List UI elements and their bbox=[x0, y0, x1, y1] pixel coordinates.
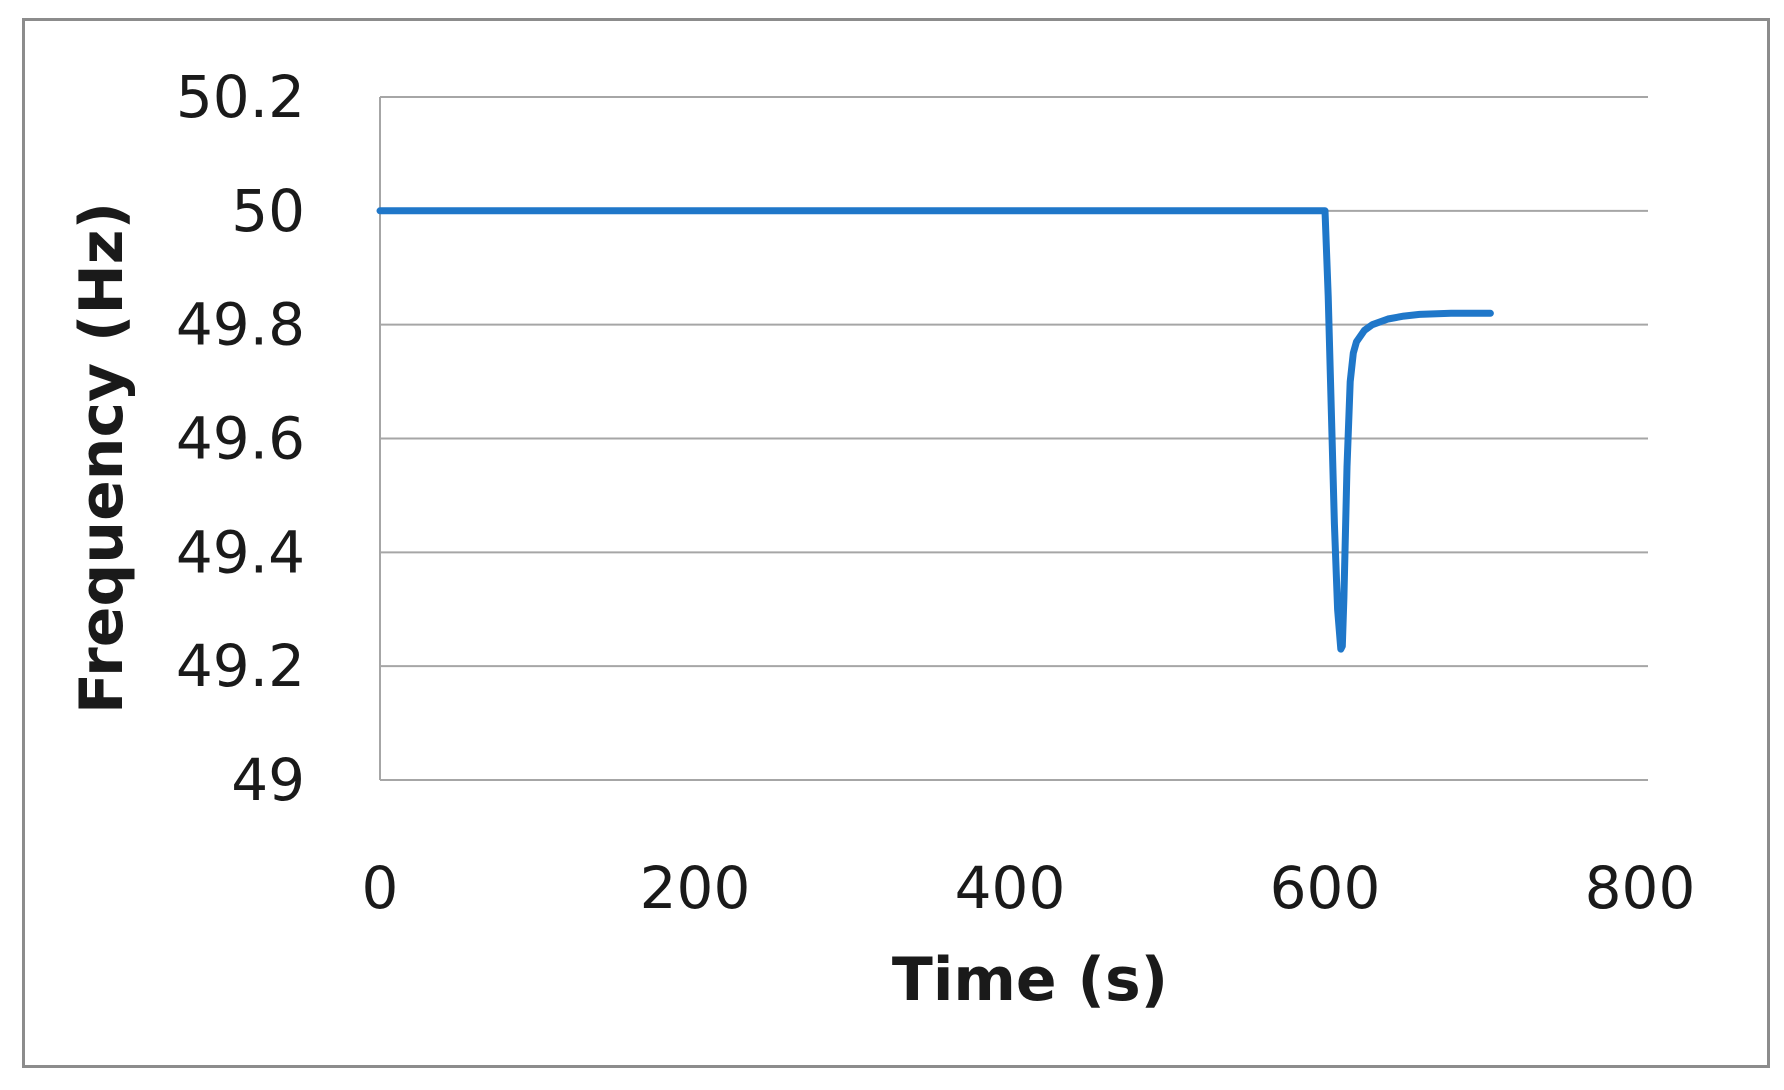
chart-frame bbox=[22, 18, 1770, 1068]
y-tick-label-3: 49.6 bbox=[176, 405, 305, 473]
x-tick-label-3: 600 bbox=[1270, 854, 1381, 922]
x-tick-label-1: 200 bbox=[640, 854, 751, 922]
series-layer bbox=[376, 207, 1494, 653]
x-tick-label-2: 400 bbox=[955, 854, 1066, 922]
series-line-0 bbox=[376, 207, 1494, 653]
y-tick-label-1: 49.2 bbox=[176, 632, 305, 700]
x-tick-label-0: 0 bbox=[362, 854, 399, 922]
x-tick-label-4: 800 bbox=[1585, 854, 1696, 922]
y-axis-title: Frequency (Hz) bbox=[67, 202, 137, 714]
y-tick-label-6: 50.2 bbox=[176, 63, 305, 131]
y-tick-label-0: 49 bbox=[231, 746, 305, 814]
gridlines bbox=[380, 96, 1648, 781]
y-tick-label-4: 49.8 bbox=[176, 291, 305, 359]
y-tick-label-2: 49.4 bbox=[176, 518, 305, 586]
y-tick-labels: 49 49.2 49.4 49.6 49.8 50 50.2 bbox=[176, 63, 305, 814]
x-tick-labels: 0 200 400 600 800 bbox=[362, 854, 1696, 922]
y-tick-label-5: 50 bbox=[231, 177, 305, 245]
x-axis-title: Time (s) bbox=[892, 945, 1168, 1015]
